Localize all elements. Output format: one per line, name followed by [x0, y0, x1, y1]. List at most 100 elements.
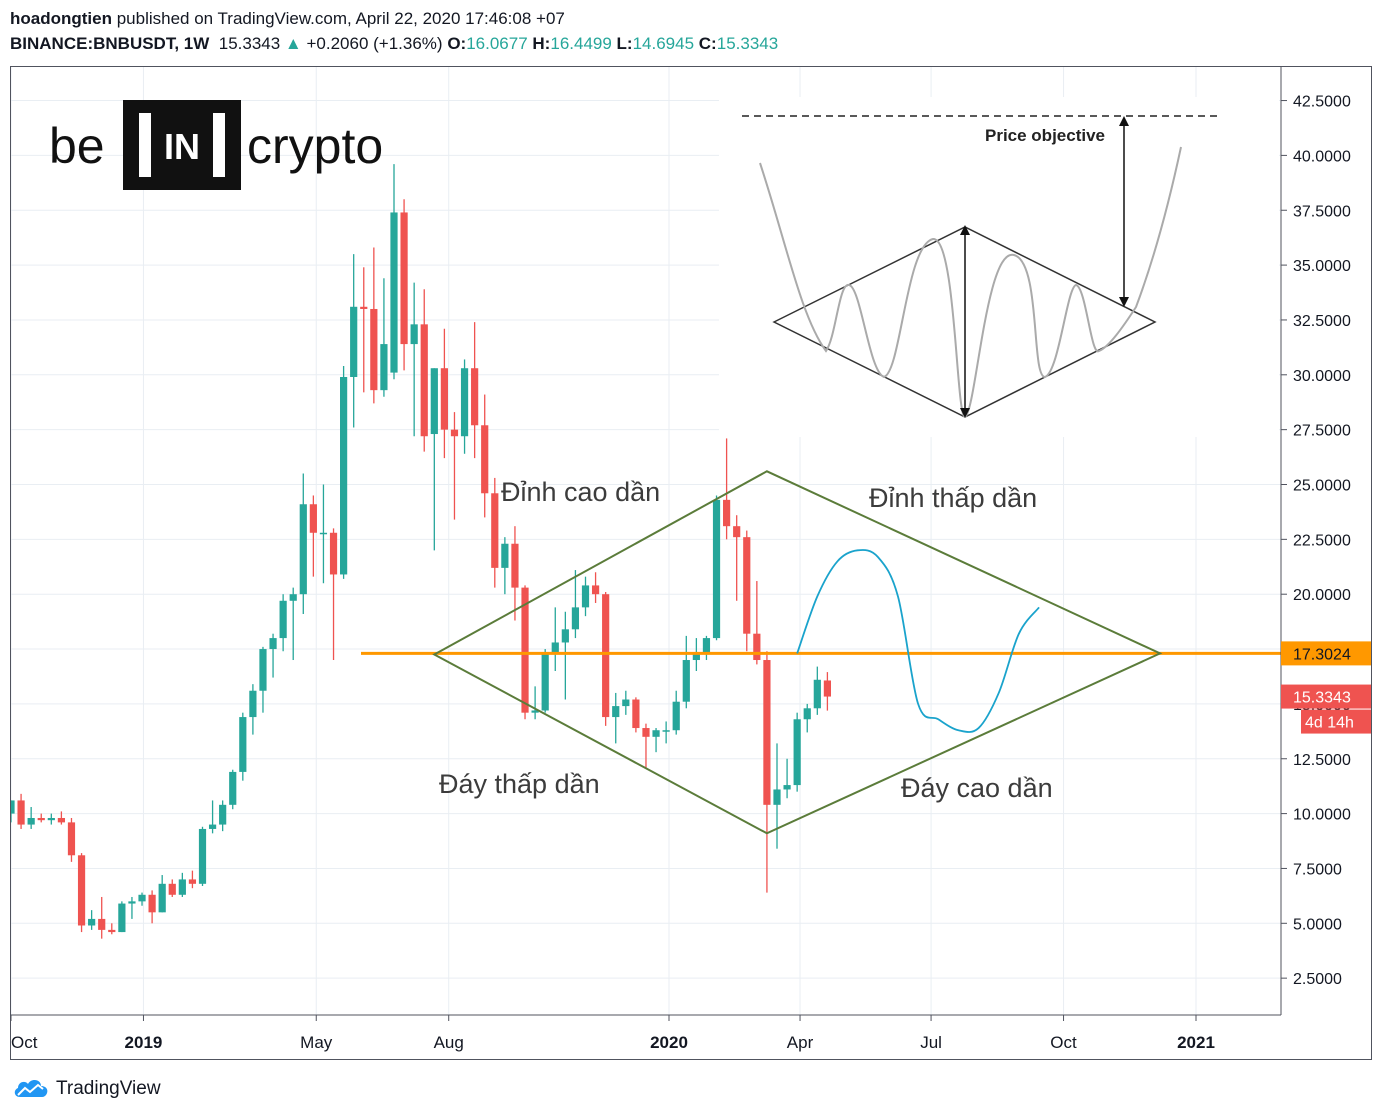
low-value: 14.6945: [632, 34, 695, 53]
candle: [178, 872, 186, 897]
candle: [158, 875, 166, 913]
candle: [612, 692, 620, 744]
candle: [188, 870, 197, 889]
candle-body: [823, 680, 831, 697]
y-tick-label: 40.0000: [1293, 148, 1351, 165]
candle-body: [198, 828, 207, 884]
annotations: Đỉnh cao dần Đỉnh thấp dần Đáy thấp dần Đáy…: [439, 477, 1053, 803]
x-tick-label: 2020: [650, 1033, 688, 1052]
candle: [733, 515, 741, 601]
candle-body: [128, 901, 136, 904]
candle-body: [440, 368, 448, 430]
candle: [803, 703, 811, 733]
candle: [551, 607, 559, 671]
candle: [128, 896, 136, 919]
candle-body: [571, 607, 580, 630]
pattern-annotation: Đáy thấp dần: [439, 769, 600, 799]
last-price-badge: 15.3343 4d 14h: [1281, 684, 1371, 734]
candle-body: [11, 800, 15, 814]
pattern-annotation: Đỉnh thấp dần: [869, 483, 1037, 513]
y-tick-label: 7.5000: [1293, 861, 1342, 878]
chart-frame[interactable]: Price objective be IN crypto Đỉnh cao dầ…: [10, 66, 1372, 1060]
candle: [571, 570, 580, 639]
candle: [380, 278, 388, 397]
candle: [400, 199, 408, 371]
candle: [602, 592, 610, 726]
last-price-badge-label: 15.3343: [1293, 690, 1351, 707]
inset-objective-down-icon: [1119, 297, 1129, 307]
y-tick-label: 32.5000: [1293, 313, 1351, 330]
candle-body: [168, 883, 176, 895]
candle: [350, 254, 358, 428]
x-tick-label: May: [300, 1033, 333, 1052]
candle-body: [77, 855, 86, 926]
candle-body: [612, 706, 620, 718]
author-name[interactable]: hoadongtien: [10, 9, 112, 28]
candle-body: [340, 376, 348, 575]
candle-body: [622, 699, 630, 707]
candle: [219, 800, 227, 832]
candle: [823, 672, 831, 711]
chart-canvas[interactable]: Price objective be IN crypto Đỉnh cao dầ…: [11, 67, 1371, 1059]
open-value: 16.0677: [466, 34, 528, 53]
candle-body: [450, 429, 459, 437]
candle-body: [672, 701, 680, 731]
candle-body: [541, 653, 549, 711]
candle-body: [581, 585, 590, 608]
candle: [118, 901, 126, 933]
candle-body: [259, 649, 267, 691]
candle-body: [188, 879, 197, 884]
candle-body: [390, 212, 398, 373]
candle: [208, 800, 217, 834]
candle: [723, 438, 731, 540]
candle-body: [67, 822, 76, 856]
candle: [581, 576, 590, 617]
logo-text-in: IN: [164, 126, 200, 167]
candle-body: [108, 929, 116, 933]
candle: [168, 879, 176, 897]
candle: [319, 484, 328, 584]
candle: [450, 412, 459, 520]
candle: [67, 817, 76, 862]
candle: [98, 896, 106, 939]
candle-body: [813, 679, 821, 709]
candle: [763, 651, 771, 893]
candle: [682, 635, 690, 709]
tradingview-footer[interactable]: TradingView: [12, 1076, 161, 1102]
candle: [47, 813, 55, 825]
candle: [299, 473, 307, 614]
candle: [743, 530, 751, 652]
candle-body: [27, 817, 35, 825]
candle: [813, 666, 821, 715]
candle: [410, 282, 418, 437]
candle-body: [37, 817, 45, 821]
candle: [481, 394, 489, 518]
candle-body: [682, 660, 690, 702]
ohlc-line: BINANCE:BNBUSDT, 1W 15.3343 ▲ +0.2060 (+…: [10, 31, 778, 56]
candle-body: [239, 717, 247, 772]
candle: [57, 811, 65, 825]
candle-body: [309, 504, 317, 533]
candle-body: [360, 306, 368, 309]
candle-body: [591, 585, 600, 595]
x-tick-label: Oct: [11, 1033, 38, 1052]
countdown-badge-bg: [1301, 709, 1371, 734]
candle: [531, 686, 539, 720]
candle: [793, 712, 801, 792]
candle: [239, 712, 247, 781]
candle-body: [400, 212, 408, 345]
level-badge-bg: [1281, 641, 1371, 666]
candle: [471, 322, 479, 459]
candle-body: [692, 653, 700, 661]
candle: [27, 807, 35, 829]
candle: [138, 892, 146, 906]
candle: [511, 526, 519, 621]
diamond-pattern: [432, 470, 1163, 835]
candle: [702, 635, 711, 661]
x-tick-label: Jul: [920, 1033, 942, 1052]
candle-body: [208, 824, 217, 829]
candle-body: [763, 660, 771, 805]
low-label: L:: [616, 34, 633, 53]
candle-body: [793, 719, 801, 786]
candle-body: [551, 642, 559, 654]
